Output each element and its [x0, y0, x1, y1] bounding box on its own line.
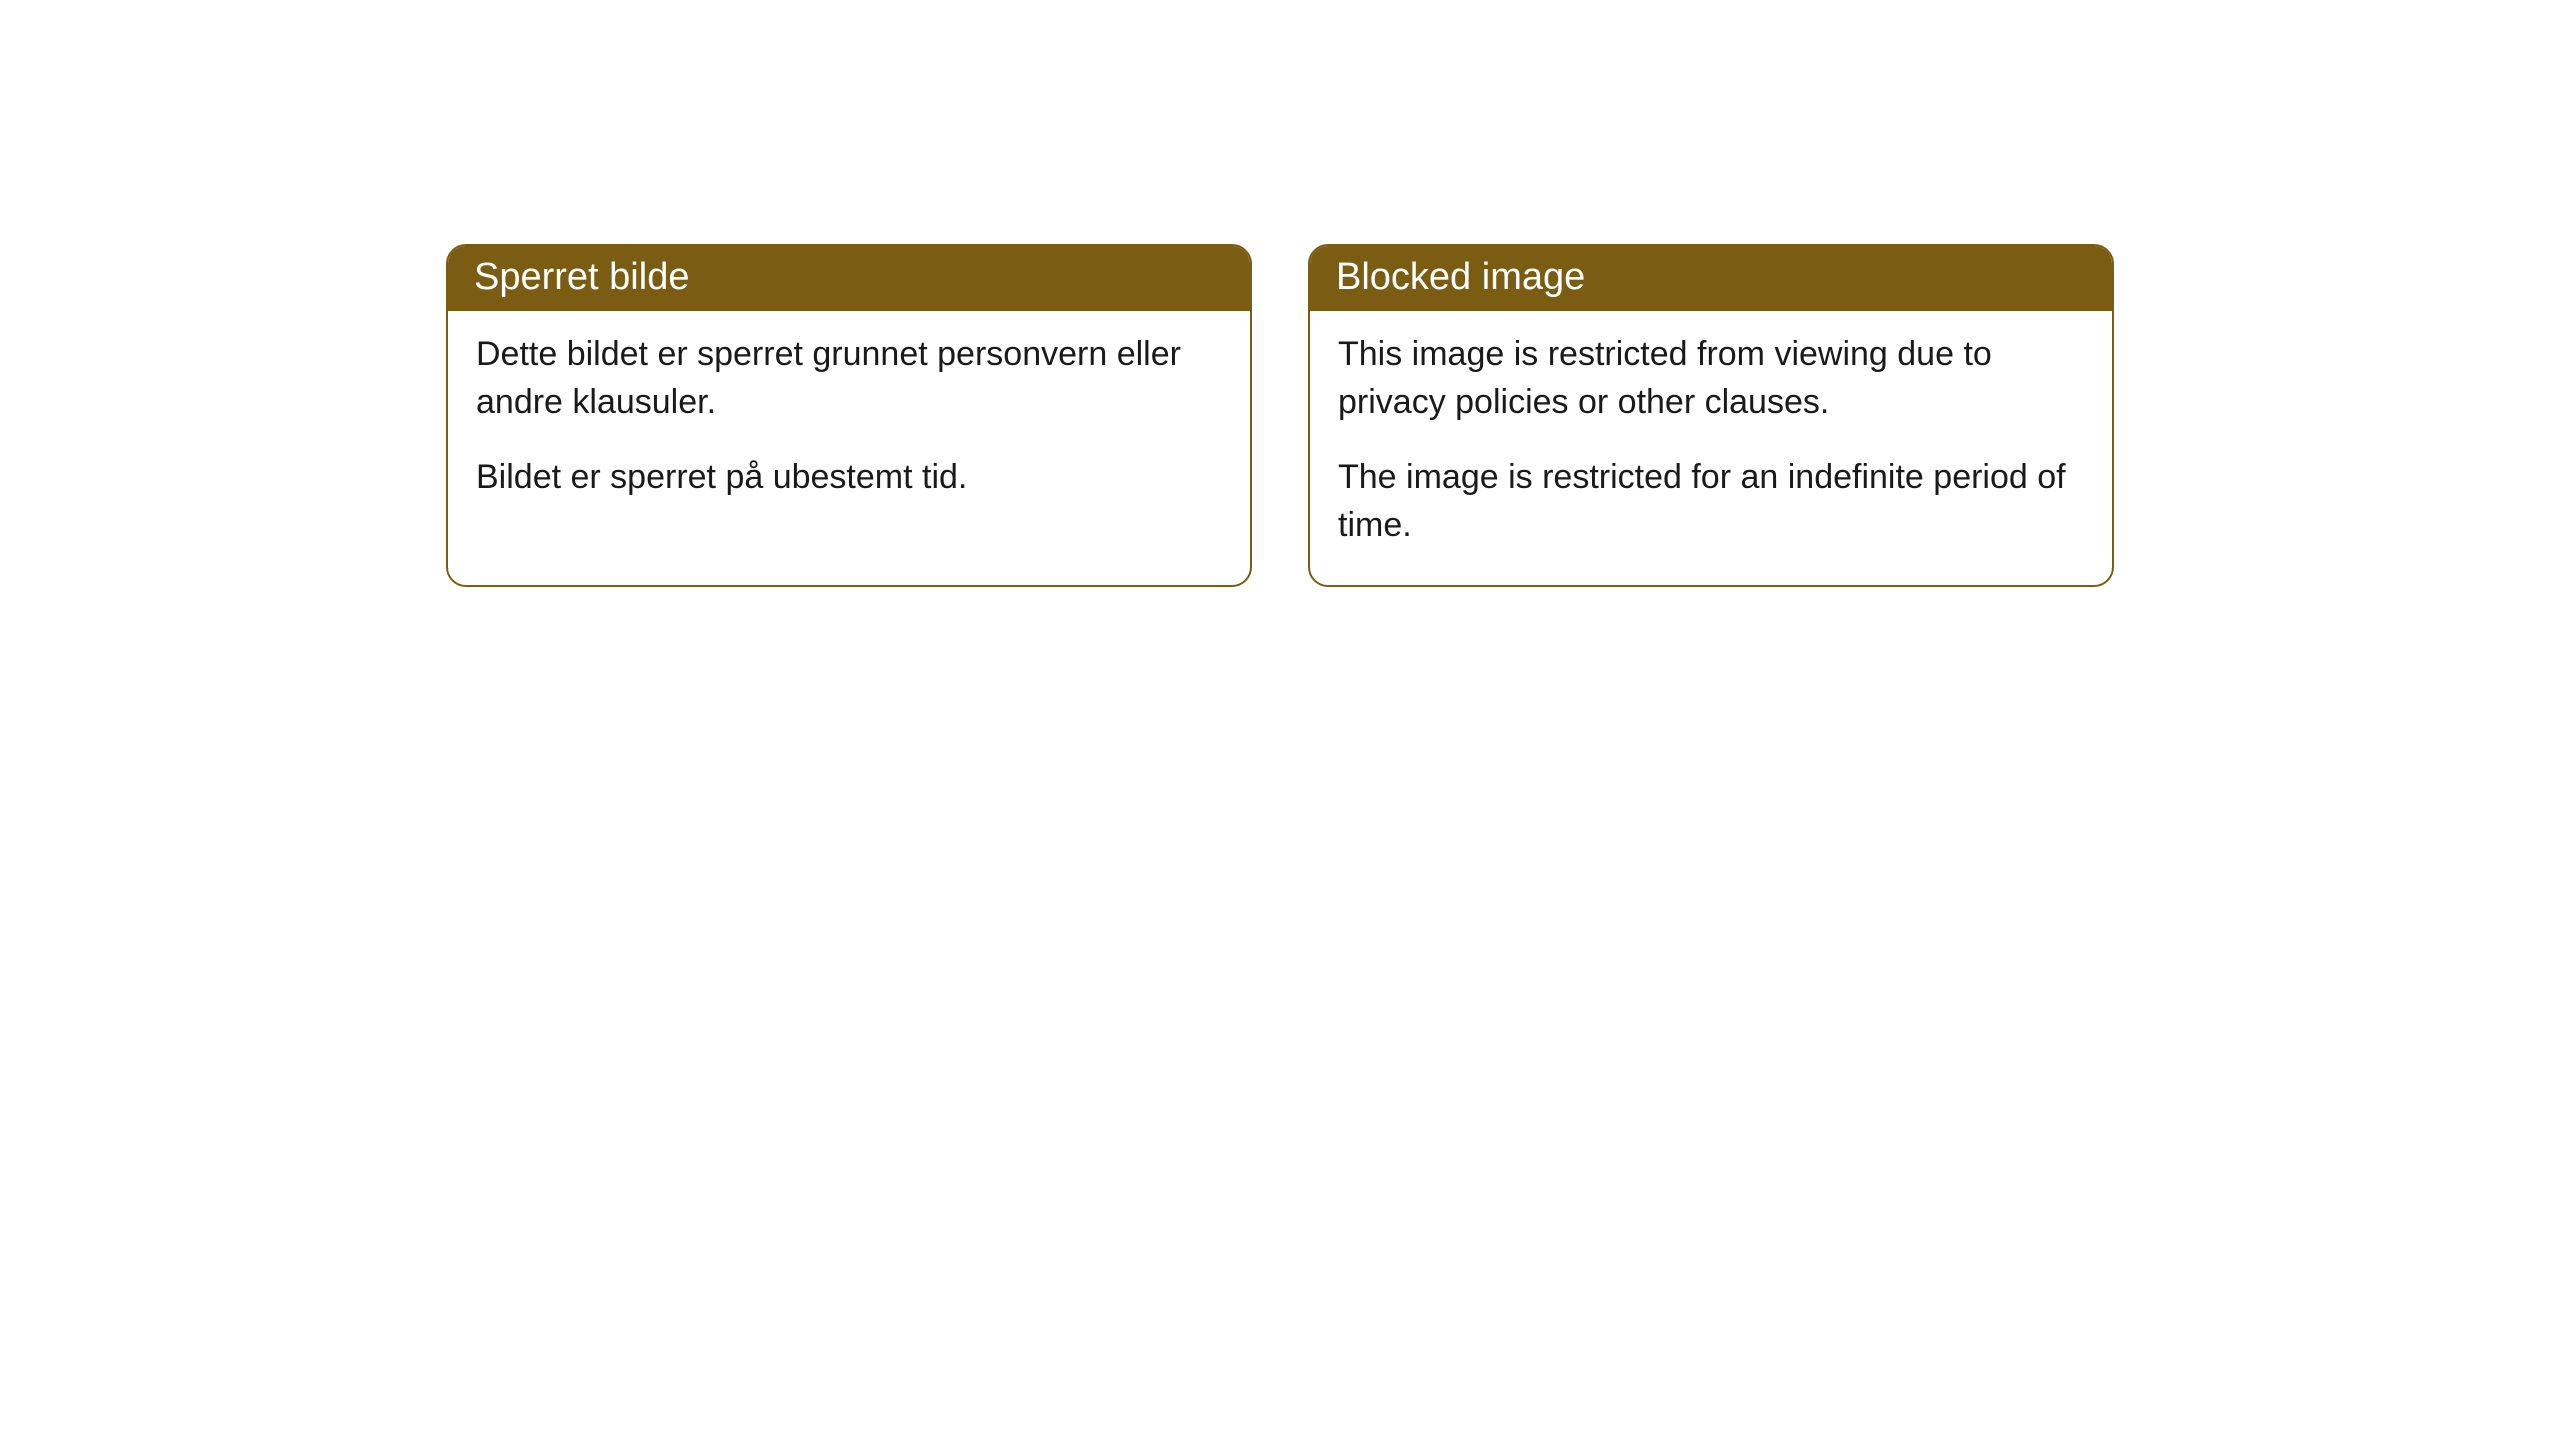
blocked-image-card-english: Blocked image This image is restricted f… — [1308, 244, 2114, 587]
card-body: This image is restricted from viewing du… — [1310, 311, 2112, 585]
notice-container: Sperret bilde Dette bildet er sperret gr… — [0, 0, 2560, 587]
notice-paragraph: Dette bildet er sperret grunnet personve… — [476, 331, 1222, 426]
card-header: Blocked image — [1310, 246, 2112, 311]
notice-paragraph: The image is restricted for an indefinit… — [1338, 454, 2084, 549]
card-body: Dette bildet er sperret grunnet personve… — [448, 311, 1250, 538]
card-header: Sperret bilde — [448, 246, 1250, 311]
notice-paragraph: This image is restricted from viewing du… — [1338, 331, 2084, 426]
blocked-image-card-norwegian: Sperret bilde Dette bildet er sperret gr… — [446, 244, 1252, 587]
notice-paragraph: Bildet er sperret på ubestemt tid. — [476, 454, 1222, 502]
